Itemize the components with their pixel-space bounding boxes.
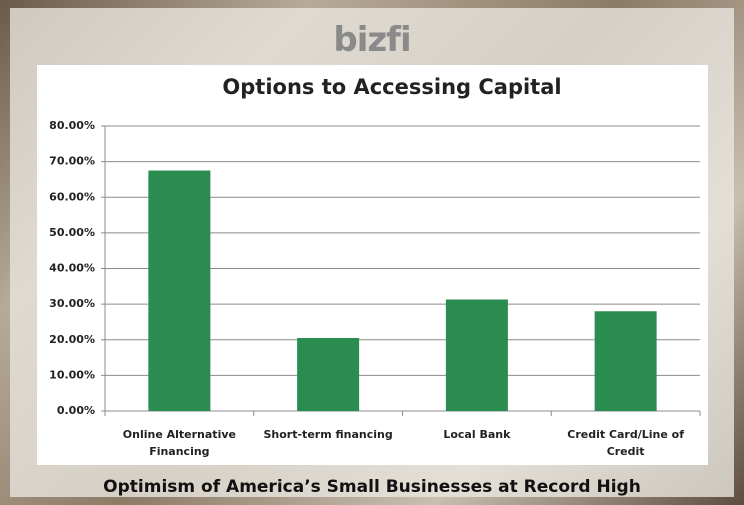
caption: Optimism of America’s Small Businesses a… (103, 477, 641, 497)
bar (148, 170, 211, 411)
y-tick-label: 50.00% (49, 226, 95, 239)
x-tick-label: Short-term financing (263, 428, 393, 441)
chart-title: Options to Accessing Capital (222, 75, 561, 99)
y-tick-label: 80.00% (49, 119, 95, 132)
x-tick-label: Online Alternative Financing (122, 428, 236, 458)
bar (445, 299, 508, 411)
logo: bizfi (333, 20, 411, 60)
x-tick-label: Credit Card/Line of Credit (567, 428, 684, 458)
y-tick-label: 70.00% (49, 155, 95, 168)
y-tick-label: 60.00% (49, 190, 95, 203)
y-tick-label: 30.00% (49, 297, 95, 310)
x-tick-label: Local Bank (443, 428, 511, 441)
y-tick-label: 0.00% (57, 404, 95, 417)
bar (594, 311, 657, 411)
y-tick-label: 10.00% (49, 368, 95, 381)
y-tick-label: 40.00% (49, 262, 95, 275)
y-tick-label: 20.00% (49, 333, 95, 346)
bar (297, 337, 360, 411)
